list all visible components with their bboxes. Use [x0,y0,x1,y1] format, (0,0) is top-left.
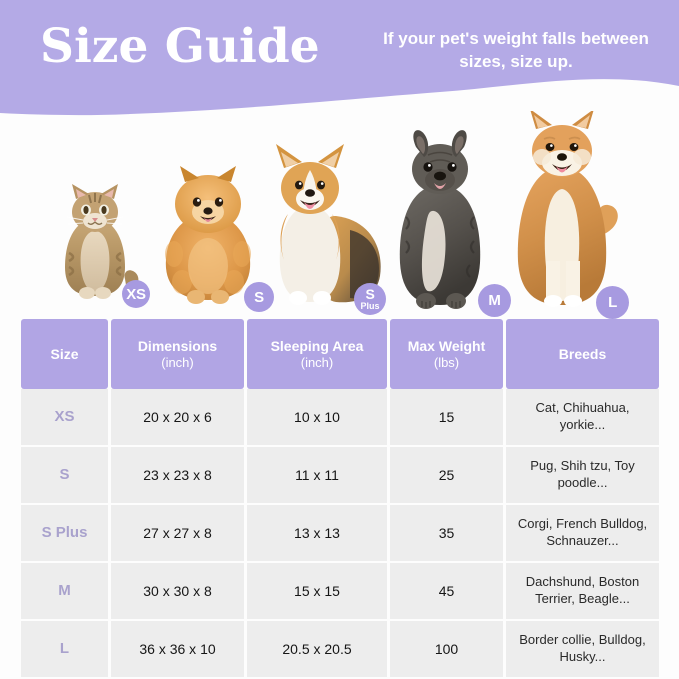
table-row: S Plus 27 x 27 x 8 13 x 13 35 Corgi, Fre… [21,505,659,561]
column-header-dimensions-label: Dimensions [137,337,218,354]
row-size: S [21,447,108,503]
table-row: L 36 x 36 x 10 20.5 x 20.5 100 Border co… [21,621,659,677]
badge-l: L [596,286,629,319]
badge-s-plus-label: S [365,286,375,302]
row-sleeping-area: 20.5 x 20.5 [247,621,387,677]
row-sleeping-area: 15 x 15 [247,563,387,619]
row-dimensions: 20 x 20 x 6 [111,389,244,445]
column-header-size-label: Size [50,345,79,362]
row-size: S Plus [21,505,108,561]
row-max-weight: 35 [390,505,503,561]
pet-french-bulldog: M [378,125,511,317]
row-max-weight: 15 [390,389,503,445]
row-sleeping-area: 10 x 10 [247,389,387,445]
row-breeds: Dachshund, Boston Terrier, Beagle... [506,563,659,619]
badge-xs-label: XS [126,285,146,303]
badge-s: S [244,282,274,312]
row-dimensions: 30 x 30 x 8 [111,563,244,619]
pet-corgi: S Plus [258,144,388,315]
pet-cat: XS [45,179,150,308]
column-header-dimensions: Dimensions (inch) [111,319,244,389]
banner-content: Size Guide If your pet's weight falls be… [0,0,679,110]
column-header-breeds: Breeds [506,319,659,389]
row-breeds: Corgi, French Bulldog, Schnauzer... [506,505,659,561]
column-header-breeds-label: Breeds [558,345,607,362]
row-max-weight: 45 [390,563,503,619]
row-breeds: Pug, Shih tzu, Toy poodle... [506,447,659,503]
row-dimensions: 23 x 23 x 8 [111,447,244,503]
row-size: L [21,621,108,677]
column-header-max-weight-label: Max Weight [407,337,486,354]
badge-s-plus: S Plus [354,283,386,315]
row-breeds: Cat, Chihuahua, yorkie... [506,389,659,445]
column-header-size: Size [21,319,108,389]
row-breeds: Border collie, Bulldog, Husky... [506,621,659,677]
column-header-dimensions-unit: (inch) [161,354,194,370]
badge-l-label: L [608,294,617,311]
column-header-sleeping-area-unit: (inch) [300,354,334,370]
badge-m-label: M [488,292,501,309]
page-title: Size Guide [40,19,320,74]
header-note: If your pet's weight falls between sizes… [383,29,649,71]
row-max-weight: 100 [390,621,503,677]
table-row: M 30 x 30 x 8 15 x 15 45 Dachshund, Bost… [21,563,659,619]
table-row: XS 20 x 20 x 6 10 x 10 15 Cat, Chihuahua… [21,389,659,445]
pet-pomeranian: S [152,162,274,312]
table-body: XS 20 x 20 x 6 10 x 10 15 Cat, Chihuahua… [21,389,659,677]
column-header-max-weight: Max Weight (lbs) [390,319,503,389]
badge-xs: XS [122,280,150,308]
badge-s-label: S [254,288,264,306]
column-header-sleeping-area: Sleeping Area (inch) [247,319,387,389]
column-header-max-weight-unit: (lbs) [433,354,460,370]
row-size: XS [21,389,108,445]
column-header-sleeping-area-label: Sleeping Area [270,337,364,354]
row-dimensions: 36 x 36 x 10 [111,621,244,677]
table-row: S 23 x 23 x 8 11 x 11 25 Pug, Shih tzu, … [21,447,659,503]
row-sleeping-area: 11 x 11 [247,447,387,503]
table-header-row: Size Dimensions (inch) Sleeping Area (in… [21,319,659,389]
row-sleeping-area: 13 x 13 [247,505,387,561]
row-dimensions: 27 x 27 x 8 [111,505,244,561]
size-table: Size Dimensions (inch) Sleeping Area (in… [21,319,659,677]
header-banner [0,0,679,135]
badge-m: M [478,284,511,317]
row-max-weight: 25 [390,447,503,503]
row-size: M [21,563,108,619]
pet-lineup: XS [0,100,679,319]
badge-s-plus-sub: Plus [360,301,380,311]
pet-shiba-inu: L [498,111,629,319]
